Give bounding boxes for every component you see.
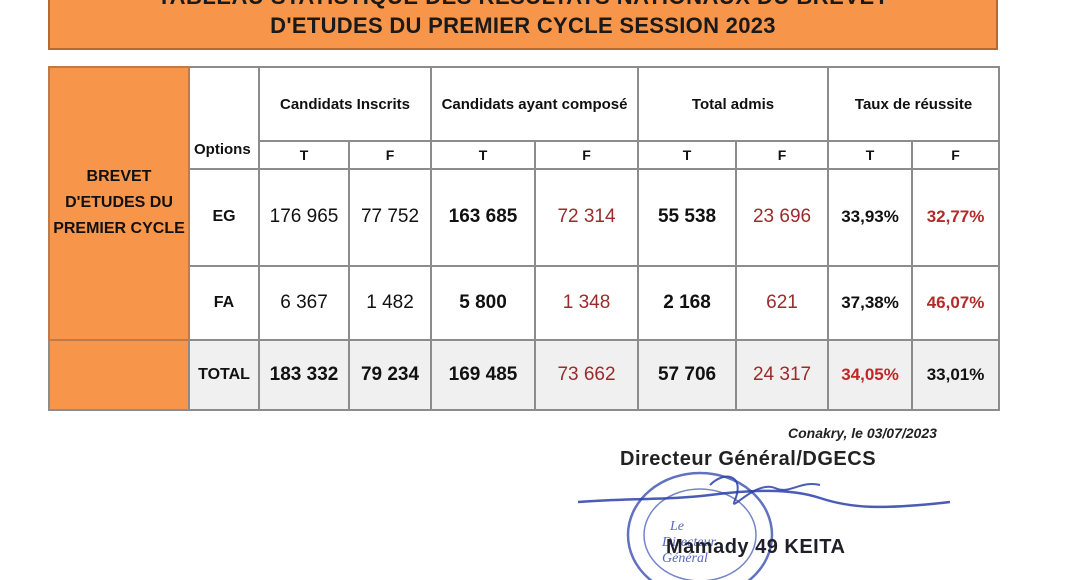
cell-taux-f: 33,01%	[911, 338, 1001, 412]
stamp-text: Le	[669, 519, 684, 534]
signer-title: Directeur Général/DGECS	[620, 448, 877, 470]
cell-admis-t: 2 168	[637, 264, 738, 341]
cell-composes-f: 72 314	[534, 168, 640, 267]
cell-taux-f: 32,77%	[911, 168, 1001, 267]
header-total-admis: Total admis	[637, 65, 830, 143]
stamp-text: Directeur	[661, 535, 716, 550]
subheader-f: F	[347, 140, 433, 171]
cell-taux-t: 33,93%	[827, 168, 914, 267]
table-row: FA 6 367 1 482 5 800 1 348 2 168 621 37,…	[49, 264, 1001, 341]
table-row: EG 176 965 77 752 163 685 72 314 55 538 …	[49, 168, 1001, 267]
signer-name: Mamady 49 KEITA	[666, 536, 846, 558]
header-taux-reussite: Taux de réussite	[827, 65, 1001, 143]
title-line-1: TABLEAU STATISTIQUE DES RÉSULTATS NATION…	[50, 0, 996, 10]
subheader-f: F	[911, 140, 1001, 171]
signature-stroke-icon	[577, 489, 951, 509]
subheader-t: T	[430, 140, 537, 171]
subheader-t: T	[258, 140, 350, 171]
subheader-t: T	[827, 140, 914, 171]
subheader-t: T	[637, 140, 738, 171]
cell-inscrits-f: 77 752	[347, 168, 433, 267]
cell-admis-t: 55 538	[637, 168, 738, 267]
cell-inscrits-f: 1 482	[347, 264, 433, 341]
results-table: BREVET D'ETUDES DU PREMIER CYCLE Options…	[48, 65, 1001, 412]
cell-taux-t: 37,38%	[827, 264, 914, 341]
header-candidats-composes: Candidats ayant composé	[430, 65, 640, 143]
cell-composes-t: 169 485	[430, 338, 537, 412]
cell-composes-f: 1 348	[534, 264, 640, 341]
exam-name-cell-continuation	[48, 338, 190, 412]
header-candidats-inscrits: Candidats Inscrits	[257, 65, 433, 143]
cell-composes-t: 163 685	[430, 168, 537, 267]
cell-inscrits-t: 6 367	[258, 264, 350, 341]
cell-composes-f: 73 662	[534, 338, 640, 412]
cell-composes-t: 5 800	[430, 264, 537, 341]
title-line-2: D'ETUDES DU PREMIER CYCLE SESSION 2023	[270, 13, 776, 38]
cell-inscrits-f: 79 234	[347, 338, 433, 412]
row-label-eg: EG	[188, 168, 260, 267]
exam-name-line: PREMIER CYCLE	[53, 220, 185, 238]
cell-taux-t: 34,05%	[827, 338, 914, 412]
place-date: Conakry, le 03/07/2023	[788, 425, 937, 441]
options-header: Options	[188, 65, 260, 171]
official-stamp-icon: Le Directeur Général	[577, 471, 951, 580]
cell-admis-f: 23 696	[735, 168, 830, 267]
cell-inscrits-t: 183 332	[258, 338, 350, 412]
row-label-fa: FA	[188, 264, 260, 341]
cell-admis-f: 621	[735, 264, 830, 341]
signature-block: Le Directeur Général Conakry, le 03/07/2…	[560, 420, 1000, 580]
stamp-text: Général	[662, 551, 708, 566]
table-row-total: TOTAL 183 332 79 234 169 485 73 662 57 7…	[48, 338, 1001, 412]
cell-admis-t: 57 706	[637, 338, 738, 412]
subheader-f: F	[534, 140, 640, 171]
subheader-f: F	[735, 140, 830, 171]
exam-name-line: D'ETUDES DU	[65, 194, 173, 212]
cell-admis-f: 24 317	[735, 338, 830, 412]
row-label-total: TOTAL	[188, 338, 260, 412]
document-title: TABLEAU STATISTIQUE DES RÉSULTATS NATION…	[48, 0, 998, 50]
exam-name-line: BREVET	[86, 168, 152, 186]
cell-inscrits-t: 176 965	[258, 168, 350, 267]
cell-taux-f: 46,07%	[911, 264, 1001, 341]
exam-name-cell: BREVET D'ETUDES DU PREMIER CYCLE	[48, 66, 190, 341]
